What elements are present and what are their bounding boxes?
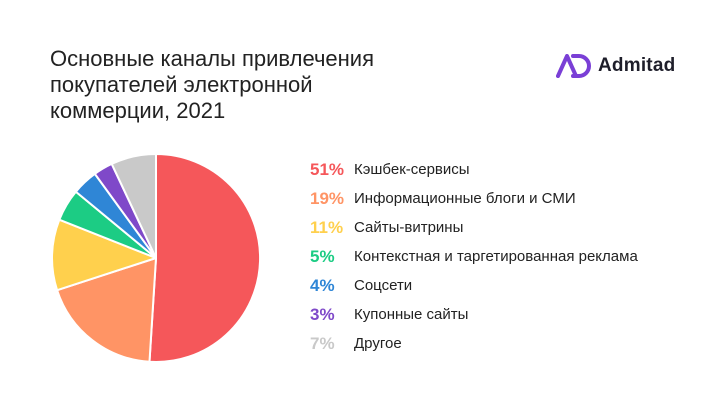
pie-slice-6: [110, 153, 157, 259]
legend-item: 51% Кэшбек-сервисы: [310, 155, 710, 184]
legend-item: 11% Сайты-витрины: [310, 213, 710, 242]
legend-item: 7% Другое: [310, 329, 710, 358]
legend-label: Контекстная и таргетированная реклама: [354, 248, 638, 265]
pie-chart: [48, 150, 264, 366]
legend-percent: 7%: [310, 333, 335, 353]
pie-slice-2: [51, 218, 157, 292]
legend-label: Купонные сайты: [354, 306, 469, 323]
brand-name: Admitad: [598, 55, 676, 76]
chart-title: Основные каналы привлечения покупателей …: [50, 46, 374, 123]
pie-slice-0: [148, 153, 262, 363]
legend-label: Сайты-витрины: [354, 219, 464, 236]
admitad-logo-icon: [556, 54, 591, 78]
legend-label: Соцсети: [354, 277, 413, 294]
legend-item: 4% Соцсети: [310, 271, 710, 300]
chart-legend: 51% Кэшбек-сервисы 19% Информационные блоги…: [310, 155, 710, 358]
legend-percent: 19%: [310, 188, 345, 208]
brand-logo: Admitad: [556, 54, 675, 78]
legend-percent: 4%: [310, 275, 335, 295]
pie-chart-svg: [51, 153, 262, 363]
legend-percent: 5%: [310, 246, 335, 266]
legend-percent: 11%: [310, 217, 344, 237]
legend-label: Кэшбек-сервисы: [354, 161, 470, 178]
legend-percent: 3%: [310, 304, 335, 324]
pie-slice-1: [56, 257, 157, 363]
legend-item: 5% Контекстная и таргетированная реклама: [310, 242, 710, 271]
legend-label: Информационные блоги и СМИ: [354, 190, 576, 207]
legend-item: 3% Купонные сайты: [310, 300, 710, 329]
legend-label: Другое: [354, 335, 402, 352]
legend-percent: 51%: [310, 159, 345, 179]
legend-item: 19% Информационные блоги и СМИ: [310, 184, 710, 213]
